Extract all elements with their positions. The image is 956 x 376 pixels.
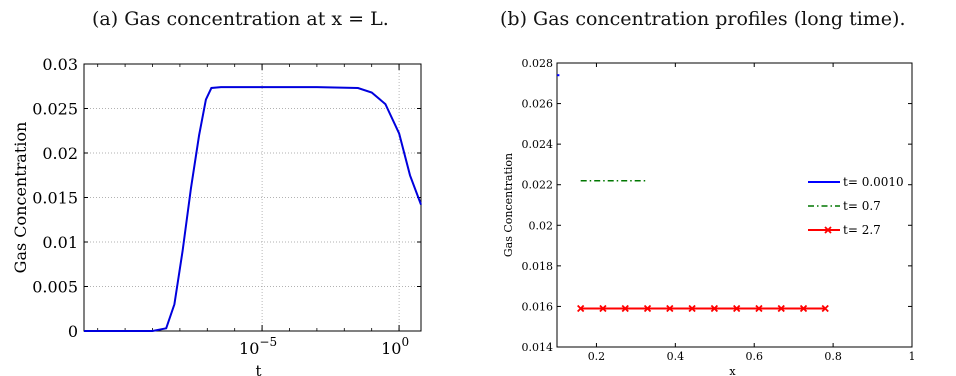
y-tick-label: 0.024	[522, 138, 554, 151]
plot-frame	[556, 62, 913, 348]
legend-marker	[824, 226, 832, 234]
y-tick-label: 0.018	[522, 260, 554, 273]
series-marker	[799, 304, 808, 313]
series-marker	[710, 304, 719, 313]
y-tick-label: 0.02	[42, 144, 78, 163]
series-marker	[643, 304, 652, 313]
chart-a: 0 0.005 0.01 0.015 0.02 0.025 0.03 10−5 100 t Gas …	[11, 55, 422, 376]
y-tick-label: 0.005	[32, 278, 78, 297]
x-tick-label: 0.2	[588, 350, 606, 363]
series-marker	[599, 304, 607, 313]
x-tick-label: 0.8	[824, 350, 842, 363]
x-tick-label: 0.4	[667, 350, 685, 363]
legend-label: t= 2.7	[843, 223, 881, 237]
x-tick-label: 1	[909, 350, 916, 363]
series-line	[84, 86, 422, 332]
legend-label: t= 0.7	[843, 199, 881, 213]
series-marker	[755, 304, 763, 313]
y-tick-label: 0.026	[522, 98, 554, 111]
caption-a: (a) Gas concentration at x = L.	[92, 8, 389, 30]
y-tick-label: 0.028	[522, 57, 554, 70]
x-tick-label: 0.6	[745, 350, 763, 363]
y-tick-label: 0.025	[32, 100, 78, 119]
y-axis-label: Gas Concentration	[11, 122, 30, 274]
y-tick-label: 0.022	[522, 179, 554, 192]
series-marker	[777, 304, 785, 313]
x-tick-label: 100	[381, 335, 409, 358]
y-tick-label: 0.016	[522, 300, 554, 313]
series-marker	[821, 304, 829, 313]
x-axis-label: x	[729, 365, 736, 376]
legend-label: t= 0.0010	[843, 175, 904, 189]
caption-b: (b) Gas concentration profiles (long tim…	[500, 8, 906, 30]
chart-b: 0.014 0.016 0.018 0.02 0.022 0.024 0.026 0.028 0…	[502, 57, 916, 376]
y-tick-label: 0.01	[42, 233, 78, 252]
series-marker	[666, 304, 674, 313]
y-axis-label: Gas Concentration	[502, 153, 515, 257]
y-tick-label: 0.03	[42, 55, 78, 74]
x-axis-label: t	[255, 362, 261, 376]
y-tick-label: 0	[68, 322, 78, 341]
y-tick-label: 0.015	[32, 189, 78, 208]
series-marker	[733, 304, 741, 313]
series-marker	[621, 304, 629, 313]
series-marker	[688, 304, 696, 313]
y-tick-label: 0.02	[529, 219, 554, 232]
x-tick-label: 10−5	[239, 335, 277, 358]
series-marker	[577, 304, 585, 313]
y-tick-label: 0.014	[522, 341, 554, 354]
